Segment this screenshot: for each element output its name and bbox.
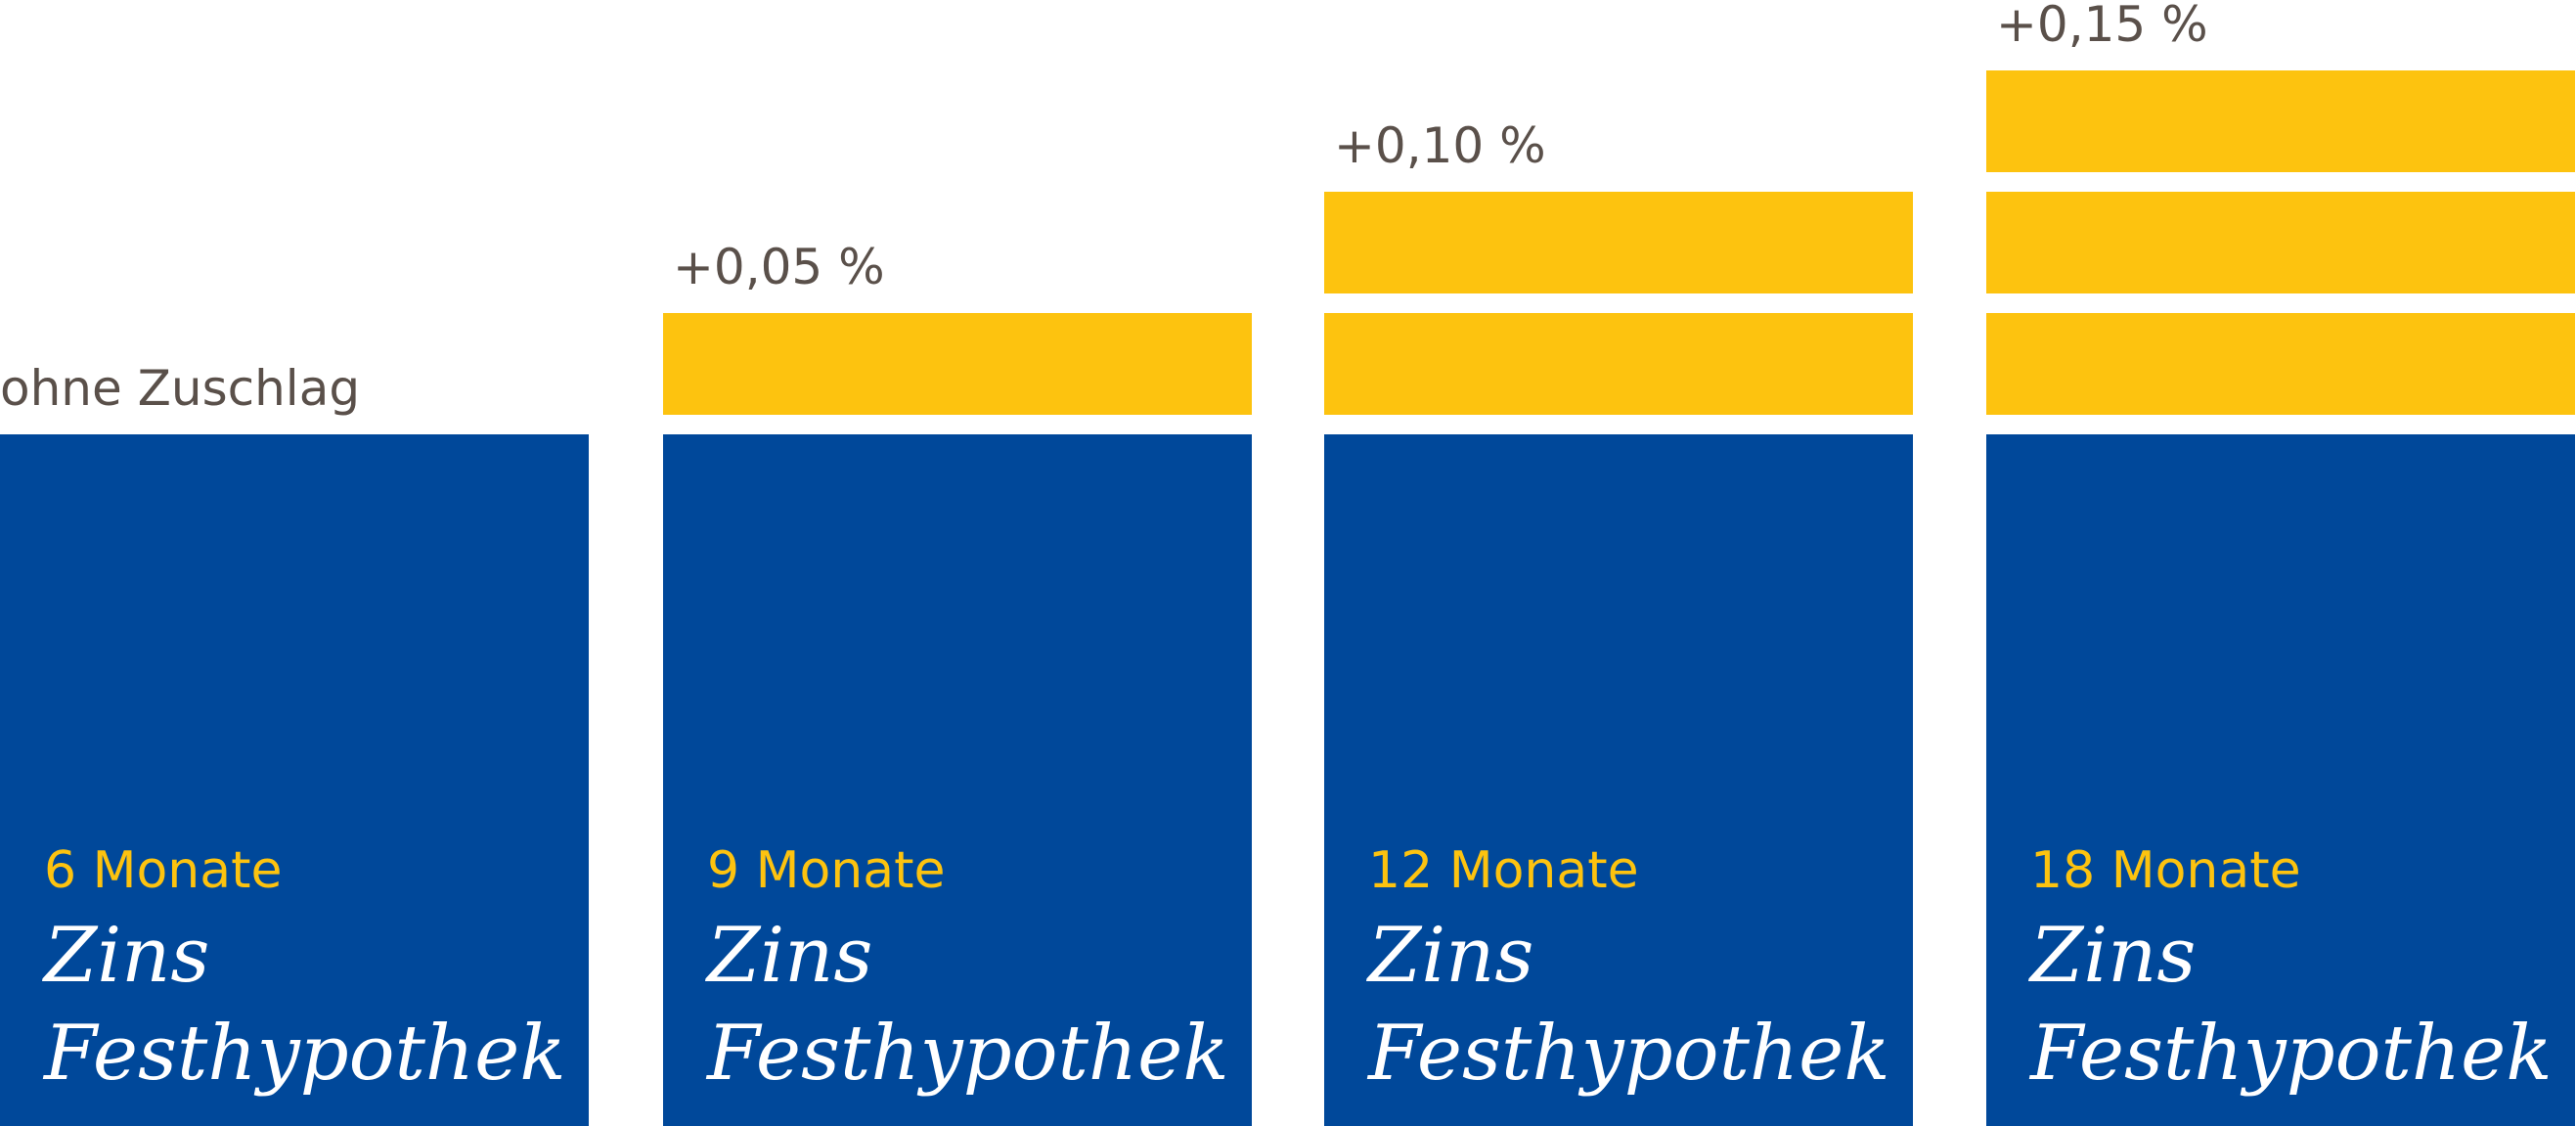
base-bar: 9 Monate Zins Festhypothek (663, 434, 1252, 1126)
product-label-line2: Festhypothek (44, 1010, 566, 1098)
surcharge-segment (1986, 70, 2575, 172)
surcharge-segment (663, 313, 1252, 415)
surcharge-label: +0,15 % (1996, 0, 2208, 53)
surcharge-segment (1324, 313, 1913, 415)
surcharge-segment (1986, 313, 2575, 415)
term-label: 12 Monate (1368, 841, 1639, 900)
product-label-line2: Festhypothek (2030, 1010, 2553, 1098)
bar-column: +0,10 % 12 Monate Zins Festhypothek (1324, 0, 1913, 1126)
product-label-line1: Zins (1368, 912, 1534, 1000)
product-label: Zins Festhypothek (2030, 907, 2553, 1103)
product-label-line1: Zins (707, 912, 873, 1000)
surcharge-label: ohne Zuschlag (0, 360, 361, 417)
bar-column: ohne Zuschlag 6 Monate Zins Festhypothek (0, 0, 589, 1126)
bar-column: +0,15 % 18 Monate Zins Festhypothek (1986, 0, 2575, 1126)
product-label-line2: Festhypothek (1368, 1010, 1890, 1098)
base-bar: 12 Monate Zins Festhypothek (1324, 434, 1913, 1126)
term-label: 6 Monate (44, 841, 283, 900)
term-label: 18 Monate (2030, 841, 2301, 900)
surcharge-segment (1986, 192, 2575, 293)
term-label: 9 Monate (707, 841, 946, 900)
surcharge-label: +0,10 % (1334, 117, 1546, 174)
base-bar: 18 Monate Zins Festhypothek (1986, 434, 2575, 1126)
surcharge-label: +0,05 % (673, 239, 885, 295)
product-label: Zins Festhypothek (44, 907, 566, 1103)
bar-column: +0,05 % 9 Monate Zins Festhypothek (663, 0, 1252, 1126)
product-label-line1: Zins (2030, 912, 2197, 1000)
product-label-line1: Zins (44, 912, 210, 1000)
base-bar: 6 Monate Zins Festhypothek (0, 434, 589, 1126)
product-label: Zins Festhypothek (1368, 907, 1890, 1103)
product-label: Zins Festhypothek (707, 907, 1229, 1103)
surcharge-segment (1324, 192, 1913, 293)
product-label-line2: Festhypothek (707, 1010, 1229, 1098)
